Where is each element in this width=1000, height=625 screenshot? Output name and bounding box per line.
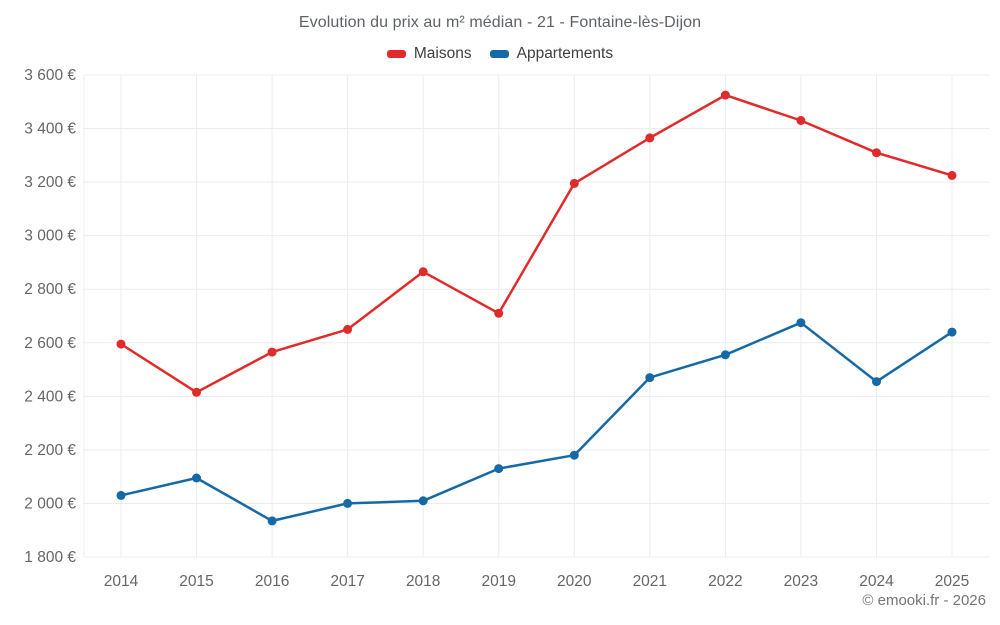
data-point-maisons-2022[interactable] [720, 90, 730, 100]
data-point-appartements-2018[interactable] [418, 496, 428, 506]
data-point-maisons-2017[interactable] [343, 324, 353, 334]
chart-legend: Maisons Appartements [0, 45, 1000, 63]
y-axis-tick-label: 3 200 € [24, 174, 76, 191]
data-point-maisons-2015[interactable] [192, 387, 201, 397]
legend-label-appartements: Appartements [516, 45, 614, 62]
data-point-maisons-2018[interactable] [418, 267, 428, 277]
x-axis-tick-label: 2016 [255, 573, 289, 590]
data-point-maisons-2025[interactable] [947, 170, 957, 180]
attribution-text: © emooki.fr - 2026 [862, 592, 986, 609]
y-axis-tick-label: 3 600 € [24, 67, 76, 84]
data-point-maisons-2016[interactable] [267, 347, 277, 357]
appartements-series-swatch-icon [489, 50, 509, 58]
y-axis-tick-label: 1 800 € [24, 549, 76, 566]
data-point-appartements-2024[interactable] [872, 377, 881, 387]
data-point-maisons-2024[interactable] [872, 148, 881, 158]
series-line-appartements [119, 321, 954, 523]
x-axis-tick-label: 2022 [708, 573, 742, 590]
data-point-maisons-2019[interactable] [494, 308, 504, 318]
data-point-maisons-2021[interactable] [645, 133, 655, 143]
data-point-maisons-2023[interactable] [796, 116, 806, 125]
data-point-appartements-2021[interactable] [645, 373, 655, 383]
x-axis-tick-label: 2021 [633, 573, 667, 590]
x-axis-tick-label: 2019 [481, 573, 515, 590]
data-point-appartements-2014[interactable] [116, 490, 126, 500]
data-point-maisons-2020[interactable] [569, 178, 579, 188]
x-axis-tick-label: 2014 [104, 573, 139, 590]
y-axis-tick-label: 3 400 € [24, 121, 76, 138]
maisons-series-swatch-icon [386, 50, 406, 58]
data-point-appartements-2020[interactable] [569, 450, 579, 460]
x-axis-tick-label: 2018 [406, 573, 440, 590]
y-axis-tick-label: 2 800 € [24, 281, 76, 298]
data-point-appartements-2016[interactable] [267, 516, 277, 526]
x-axis-tick-label: 2020 [557, 573, 592, 590]
data-point-appartements-2023[interactable] [796, 318, 806, 328]
y-axis-tick-label: 2 600 € [24, 335, 76, 352]
data-point-appartements-2015[interactable] [192, 473, 201, 483]
y-axis-tick-label: 3 000 € [24, 228, 76, 245]
x-axis-tick-label: 2017 [330, 573, 364, 590]
x-axis-tick-label: 2024 [859, 573, 894, 590]
legend-item-appartements[interactable]: Appartements [489, 45, 614, 63]
y-axis-tick-label: 2 200 € [24, 442, 76, 459]
data-point-maisons-2014[interactable] [116, 339, 126, 349]
series-line-maisons [119, 93, 954, 394]
data-point-appartements-2019[interactable] [494, 464, 504, 474]
data-point-appartements-2025[interactable] [947, 327, 957, 337]
chart-title: Evolution du prix au m² médian - 21 - Fo… [298, 14, 702, 31]
x-axis-tick-label: 2015 [179, 573, 213, 590]
legend-label-maisons: Maisons [413, 45, 472, 62]
y-axis-tick-label: 2 400 € [24, 388, 76, 405]
y-axis-tick-label: 2 000 € [24, 495, 76, 512]
x-axis-tick-label: 2023 [784, 573, 818, 590]
legend-item-maisons[interactable]: Maisons [386, 45, 472, 63]
x-axis-tick-label: 2025 [935, 573, 969, 590]
data-point-appartements-2022[interactable] [720, 350, 730, 360]
data-point-appartements-2017[interactable] [343, 498, 353, 508]
